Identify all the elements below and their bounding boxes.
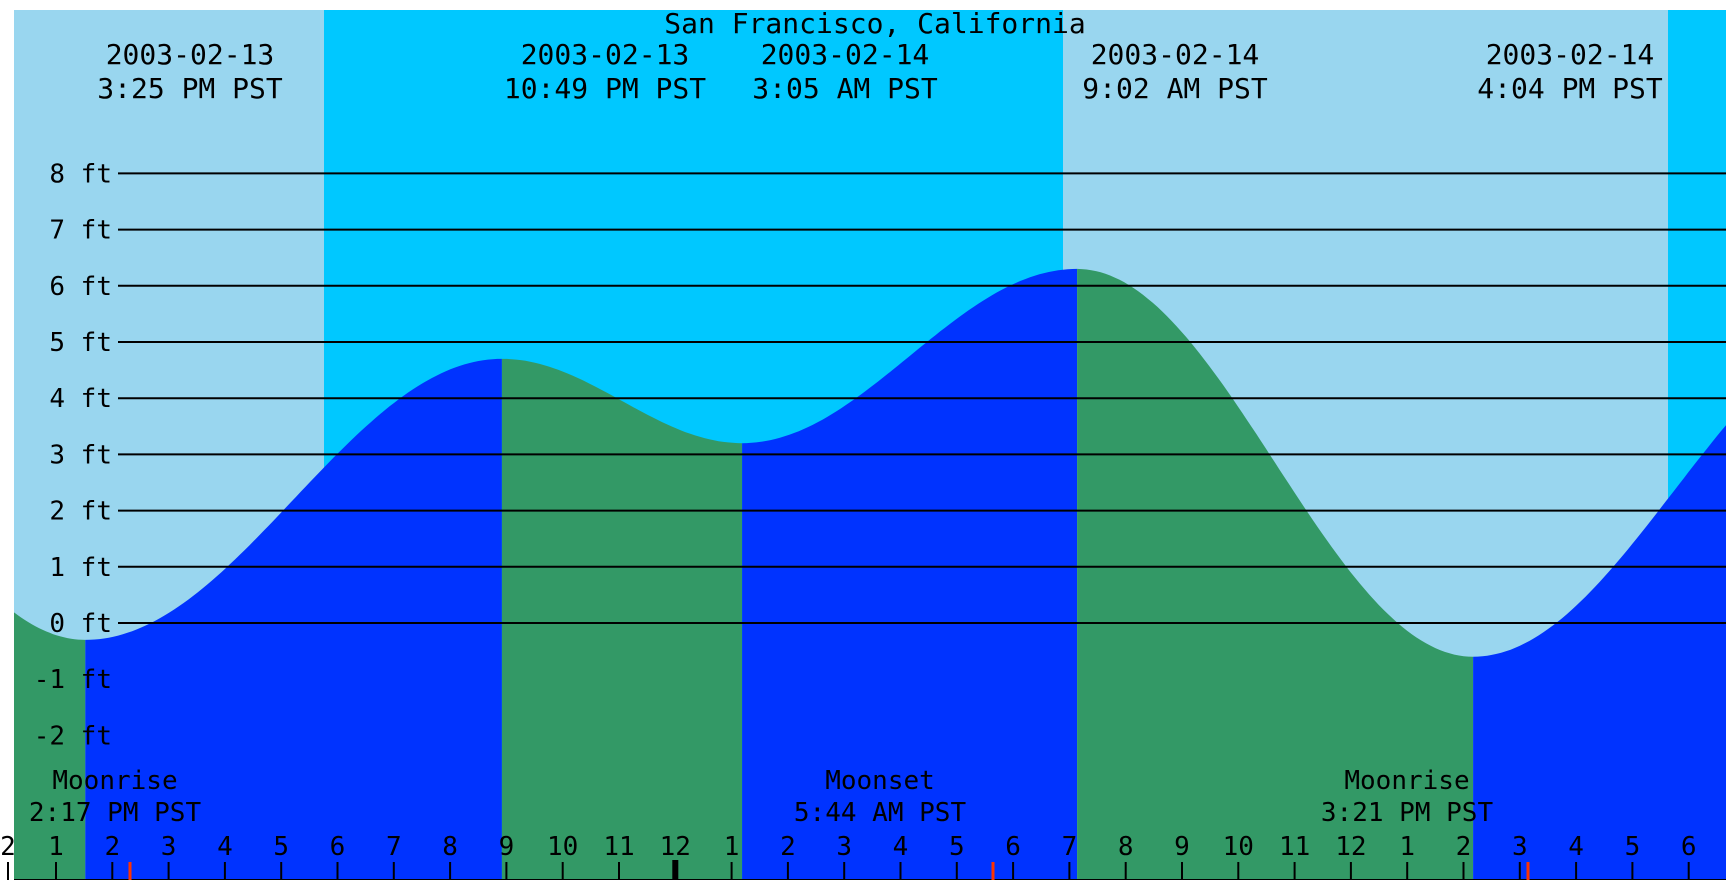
rising-tide-segment [742, 268, 1078, 880]
falling-tide-segment [501, 358, 743, 880]
hour-tick-label: 3 [1512, 832, 1528, 862]
hour-tick-label: 4 [217, 832, 233, 862]
hour-tick-label: 6 [1005, 832, 1021, 862]
hour-tick-label: 8 [1118, 832, 1134, 862]
falling-tide-segment [1077, 268, 1474, 880]
y-tick-label: 2 ft [49, 497, 112, 527]
y-tick-label: 3 ft [49, 440, 112, 470]
y-tick-label: 0 ft [49, 609, 112, 639]
hour-tick-label: 10 [1223, 832, 1254, 862]
extremum-time: 3:05 AM PST [752, 72, 938, 105]
hour-tick-label: 7 [386, 832, 402, 862]
y-tick-label: 4 ft [49, 384, 112, 414]
hour-axis: 2 1 2 3 4 5 6 7 8 9 10 11 12 1 2 3 4 5 6 7 8 9 10 11 12 1 2 3 4 5 6 [0, 832, 1726, 880]
y-tick-label: 8 ft [49, 159, 112, 189]
extremum-time: 9:02 AM PST [1082, 72, 1268, 105]
extremum-date: 2003-02-14 [1486, 38, 1655, 71]
hour-tick-label: 10 [547, 832, 578, 862]
hour-tick-label: 6 [330, 832, 346, 862]
hour-tick-label: 9 [1174, 832, 1190, 862]
moon-event-time: 3:21 PM PST [1321, 798, 1494, 828]
hour-tick-label: 3 [836, 832, 852, 862]
hour-tick-label: 12 [1335, 832, 1366, 862]
hour-tick-label: 1 [1399, 832, 1415, 862]
midnight-marker [672, 860, 679, 880]
hour-tick-label: 5 [1625, 832, 1641, 862]
hour-tick-label: 5 [273, 832, 289, 862]
hour-tick-label: 4 [1568, 832, 1584, 862]
y-tick-label: 5 ft [49, 328, 112, 358]
extremum-date: 2003-02-13 [106, 38, 275, 71]
hour-tick-label: 2 [1456, 832, 1472, 862]
y-gridlines [118, 172, 1726, 624]
hour-tick-label: 3 [161, 832, 177, 862]
moon-event-time: 2:17 PM PST [29, 798, 202, 828]
hour-tick-label: 11 [1279, 832, 1310, 862]
hour-tick-label: 1 [48, 832, 64, 862]
extremum-time: 3:25 PM PST [97, 72, 283, 105]
hour-tick-label: 2 [780, 832, 796, 862]
hour-tick-label: 2 [104, 832, 120, 862]
hour-tick-label: 12 [660, 832, 691, 862]
extremum-date: 2003-02-13 [521, 38, 690, 71]
chart-title: San Francisco, California [664, 7, 1085, 40]
moon-event-label: Moonrise [1344, 766, 1469, 796]
moon-event-time: 5:44 AM PST [794, 798, 967, 828]
hour-tick-label: 2 [0, 832, 16, 862]
y-tick-label: 7 ft [49, 216, 112, 246]
hour-tick-label: 1 [724, 832, 740, 862]
hour-tick-label: 11 [603, 832, 634, 862]
hour-tick-label: 4 [893, 832, 909, 862]
hour-tick-label: 9 [499, 832, 515, 862]
hour-tick-label: 5 [949, 832, 965, 862]
moon-event-label: Moonset [825, 766, 935, 796]
rising-tide-segment [1473, 425, 1726, 880]
labels: -2 ft -1 ft 0 ft 1 ft 2 ft 3 ft 4 ft 5 ft 6 ft 7 … [29, 7, 1663, 828]
y-tick-label: -2 ft [34, 721, 112, 751]
tide-area [14, 268, 1726, 880]
hour-tick-label: 8 [442, 832, 458, 862]
moon-event-label: Moonrise [52, 766, 177, 796]
falling-tide-segment [14, 612, 86, 880]
y-tick-label: 1 ft [49, 553, 112, 583]
hour-tick-label: 7 [1062, 832, 1078, 862]
extremum-time: 10:49 PM PST [504, 72, 706, 105]
y-tick-label: -1 ft [34, 665, 112, 695]
extremum-time: 4:04 PM PST [1477, 72, 1663, 105]
extremum-date: 2003-02-14 [761, 38, 930, 71]
extremum-date: 2003-02-14 [1091, 38, 1260, 71]
hour-tick-label: 6 [1681, 832, 1697, 862]
rising-tide-segment [85, 358, 502, 880]
y-tick-label: 6 ft [49, 272, 112, 302]
